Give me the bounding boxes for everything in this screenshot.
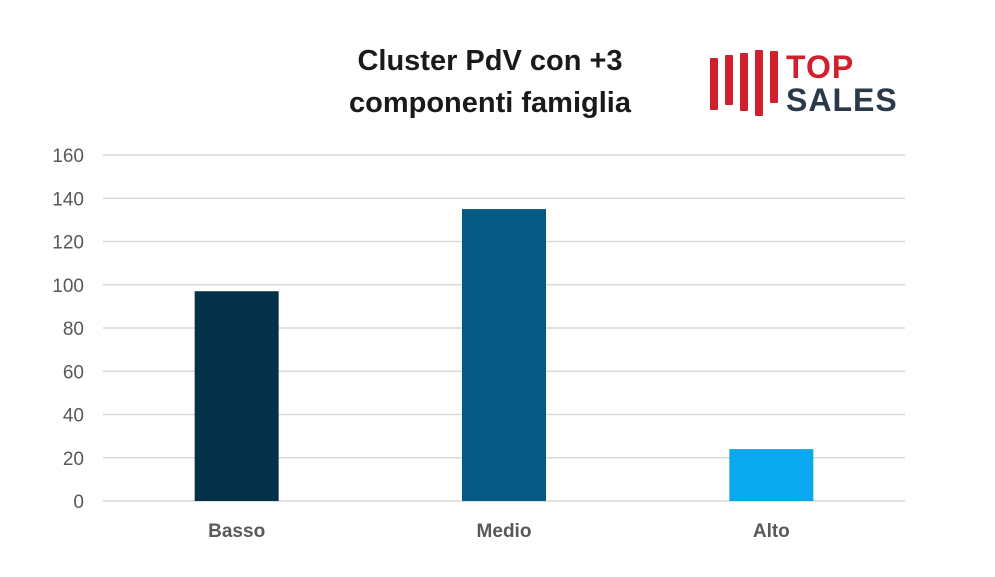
x-category-label: Medio	[477, 521, 532, 542]
top-sales-logo: TOP SALES	[708, 50, 913, 120]
y-tick-label: 140	[52, 189, 84, 210]
y-tick-label: 100	[52, 276, 84, 297]
y-tick-label: 40	[63, 406, 84, 427]
bar-basso	[194, 291, 279, 501]
chart-title-line-1: Cluster PdV con +3	[357, 45, 623, 77]
y-tick-label: 120	[52, 233, 84, 254]
y-tick-label: 20	[63, 449, 84, 470]
y-tick-label: 80	[63, 319, 84, 340]
y-tick-label: 0	[73, 492, 84, 513]
bar-medio	[462, 209, 546, 501]
x-category-label: Alto	[753, 521, 790, 542]
x-category-label: Basso	[208, 521, 265, 542]
bar-alto	[729, 449, 814, 501]
y-tick-label: 160	[52, 146, 84, 167]
y-tick-label: 60	[63, 362, 84, 383]
chart-title-line-2: componenti famiglia	[349, 87, 631, 119]
logo-bars-icon	[708, 50, 778, 116]
chart-title: Cluster PdV con +3 componenti famiglia	[290, 40, 690, 124]
logo-text-top: TOP	[786, 49, 855, 85]
logo-text-sales: SALES	[786, 82, 898, 118]
